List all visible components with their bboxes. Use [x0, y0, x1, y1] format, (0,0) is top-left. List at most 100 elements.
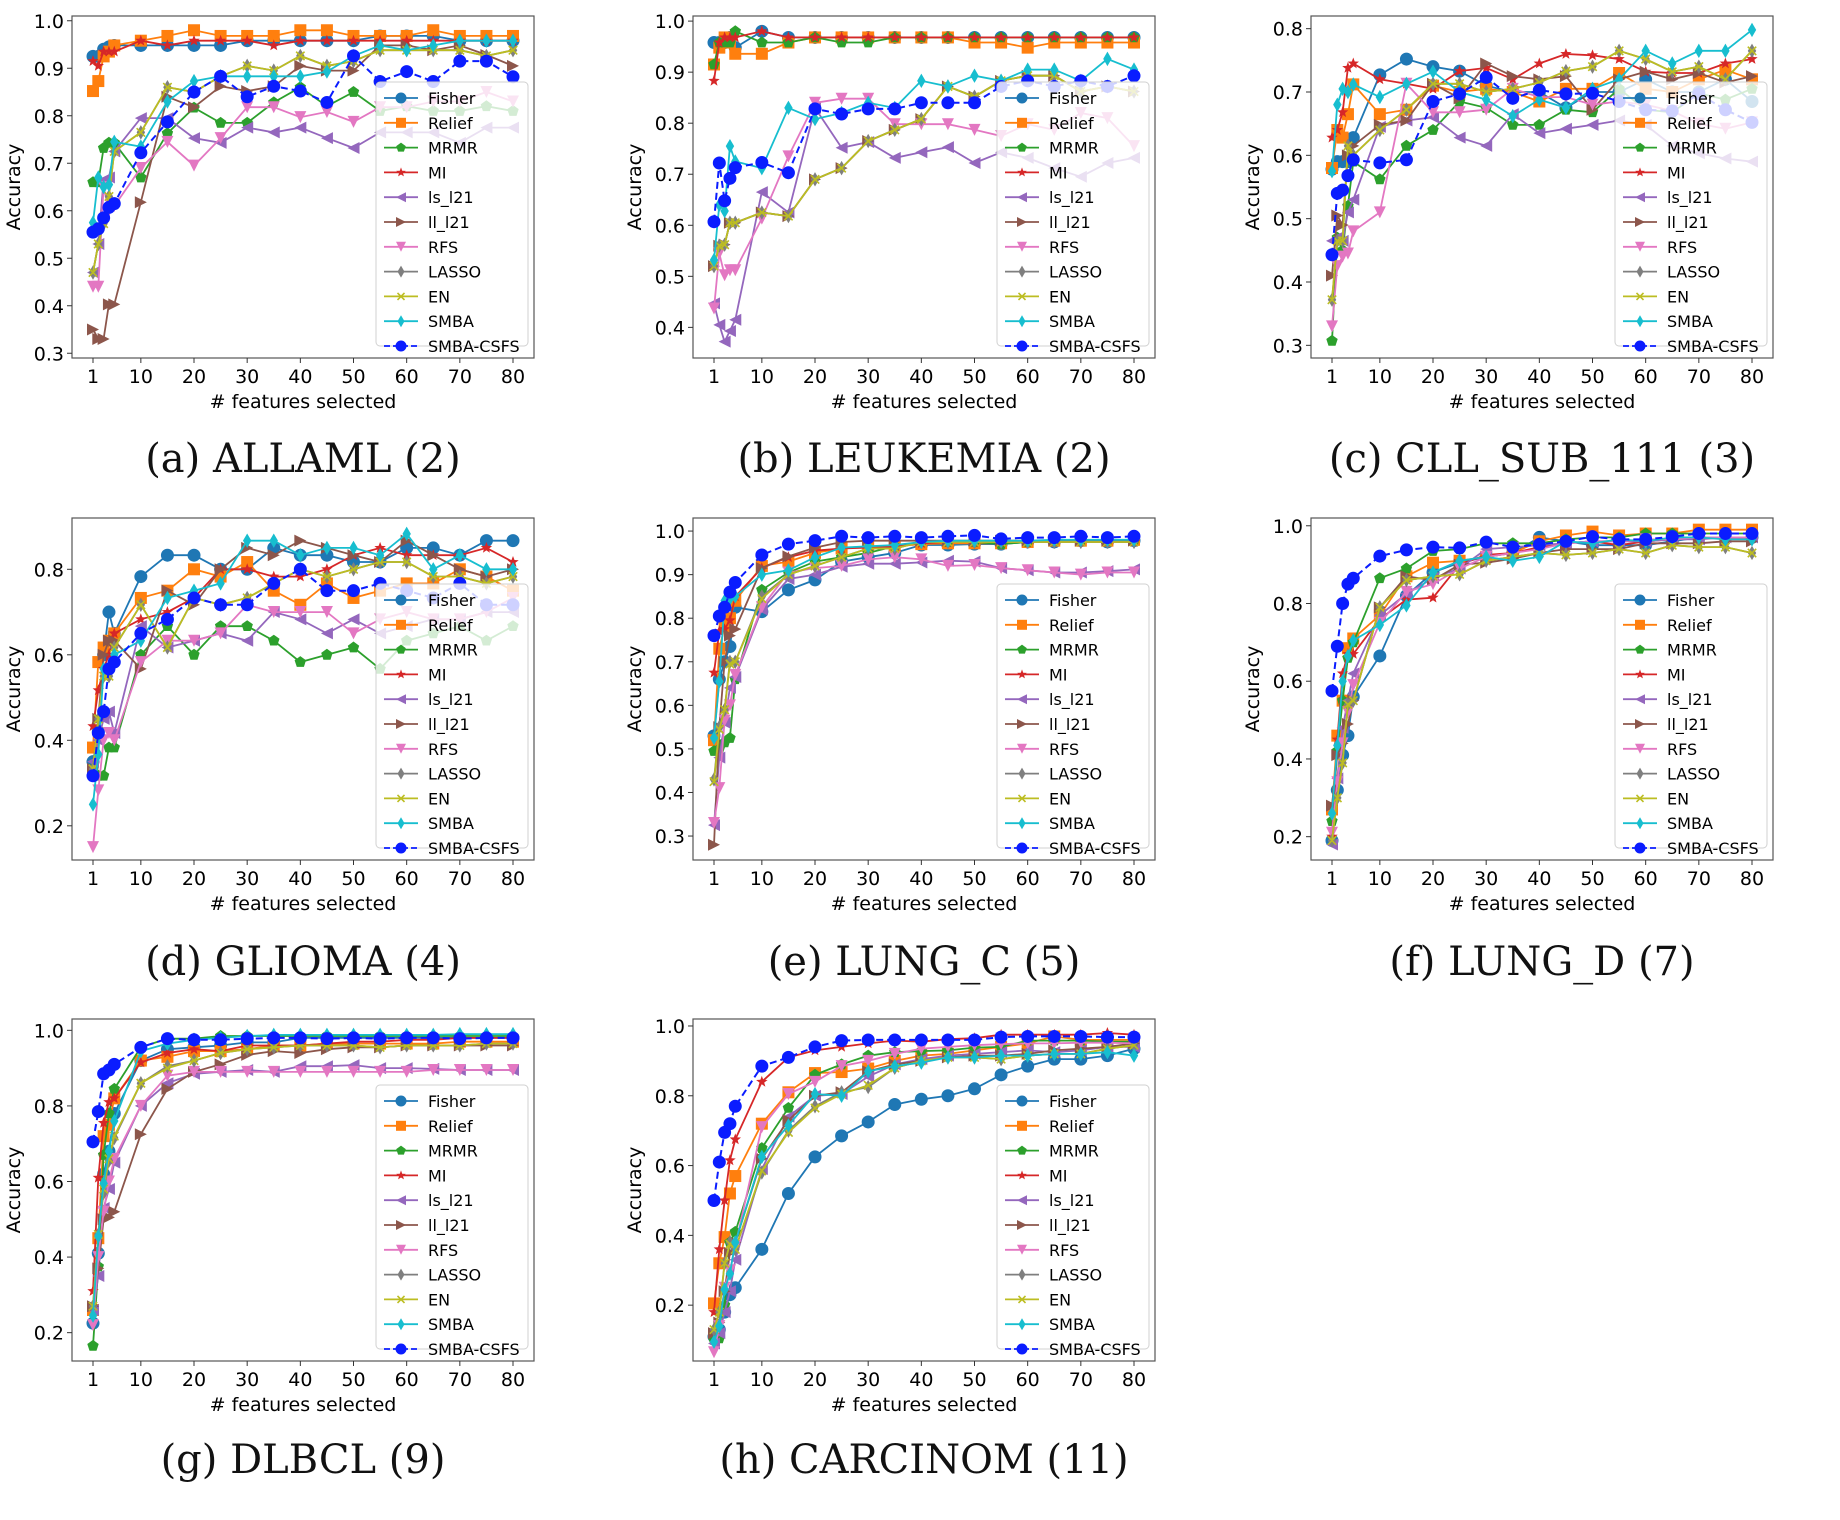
legend-marker [1635, 117, 1645, 128]
legend-item: ls_l21 [1005, 1191, 1095, 1211]
legend-marker [396, 694, 406, 705]
data-point [1613, 53, 1625, 64]
data-point [294, 656, 306, 667]
data-point [809, 568, 822, 581]
legend-item: EN [384, 287, 450, 306]
y-tick-label: 0.4 [655, 782, 685, 804]
y-tick-label: 0.2 [1273, 827, 1303, 849]
legend-label: SMBA [1049, 1315, 1095, 1334]
x-tick-label: 70 [1069, 366, 1093, 388]
data-point [267, 79, 281, 93]
data-point [87, 1285, 99, 1296]
data-point [708, 1306, 720, 1317]
data-point [94, 170, 103, 185]
legend-item: RFS [1623, 740, 1697, 759]
data-point [916, 114, 927, 124]
data-point [862, 553, 875, 566]
x-tick-label: 40 [1527, 868, 1551, 890]
y-tick-label: 0.5 [655, 266, 685, 288]
data-point [321, 34, 333, 46]
data-point [781, 583, 795, 597]
data-point [347, 115, 360, 128]
data-point [92, 1269, 105, 1282]
data-point [1507, 118, 1519, 130]
data-point [134, 112, 147, 125]
legend-item: SMBA [384, 1315, 474, 1334]
axes-frame [1310, 15, 1774, 359]
y-tick-label: 1.0 [655, 11, 685, 33]
legend-item: ls_l21 [384, 1191, 474, 1211]
legend-item: SMBA-CSFS [1623, 839, 1759, 858]
data-point [163, 590, 172, 606]
data-point [347, 34, 360, 46]
data-point [1331, 124, 1343, 135]
data-point [1481, 87, 1491, 97]
data-point [725, 654, 735, 669]
data-point [293, 1031, 307, 1045]
data-point [294, 121, 307, 134]
data-point [1338, 674, 1347, 689]
data-point [729, 313, 742, 326]
data-point [837, 1088, 846, 1103]
data-point [1427, 124, 1439, 135]
data-point [134, 570, 148, 584]
legend-label: Fisher [1049, 89, 1097, 108]
data-point [188, 1065, 201, 1078]
data-point [1375, 89, 1385, 105]
y-tick-label: 0.2 [34, 816, 64, 838]
y-tick-label: 0.4 [655, 317, 685, 339]
legend-label: RFS [428, 1241, 458, 1260]
legend-marker [1016, 594, 1028, 606]
x-tick-label: 60 [1016, 1369, 1040, 1391]
data-point [709, 252, 719, 268]
y-tick-label: 0.2 [34, 1323, 64, 1345]
data-point [862, 31, 874, 43]
y-tick-label: 0.8 [34, 106, 64, 128]
data-point [427, 24, 440, 37]
data-point [269, 69, 278, 84]
legend-label: SMBA-CSFS [1667, 839, 1759, 858]
data-point [1347, 648, 1359, 659]
legend-label: Fisher [1049, 1092, 1097, 1111]
data-point [88, 797, 98, 812]
legend-item: EN [1623, 789, 1689, 808]
legend-marker [397, 1268, 405, 1281]
data-point [479, 54, 493, 68]
legend-item: ls_l21 [384, 188, 474, 208]
legend-marker [1634, 594, 1646, 606]
legend-item: ll_l21 [384, 213, 470, 233]
data-point [809, 31, 821, 43]
data-point [508, 562, 518, 577]
data-point [108, 1082, 120, 1094]
data-point [1326, 320, 1338, 333]
data-point [188, 101, 201, 114]
data-point [134, 196, 147, 209]
legend-label: Relief [1049, 1117, 1094, 1136]
data-point [718, 31, 731, 43]
data-point [187, 548, 201, 562]
legend-marker [1017, 1120, 1027, 1131]
y-tick-label: 0.8 [1273, 19, 1303, 41]
data-point [347, 142, 360, 155]
data-point [110, 134, 119, 150]
legend-label: Relief [1667, 114, 1712, 133]
legend-item: ls_l21 [1623, 188, 1713, 208]
data-point [917, 73, 926, 89]
legend-label: ls_l21 [1049, 690, 1095, 710]
legend-item: EN [384, 1290, 450, 1309]
data-point [708, 666, 720, 678]
legend-label: EN [428, 1290, 450, 1309]
data-point [240, 90, 254, 104]
data-point [267, 101, 280, 114]
data-point [295, 51, 306, 61]
data-point [1747, 46, 1757, 56]
data-point [1745, 527, 1759, 541]
data-point [723, 629, 736, 642]
data-point [269, 533, 278, 548]
data-point [1480, 103, 1493, 116]
x-tick-label: 80 [1122, 366, 1146, 388]
legend-label: ll_l21 [428, 1216, 470, 1236]
data-point [712, 156, 726, 170]
y-tick-label: 0.3 [34, 343, 64, 365]
legend-marker [396, 719, 406, 729]
